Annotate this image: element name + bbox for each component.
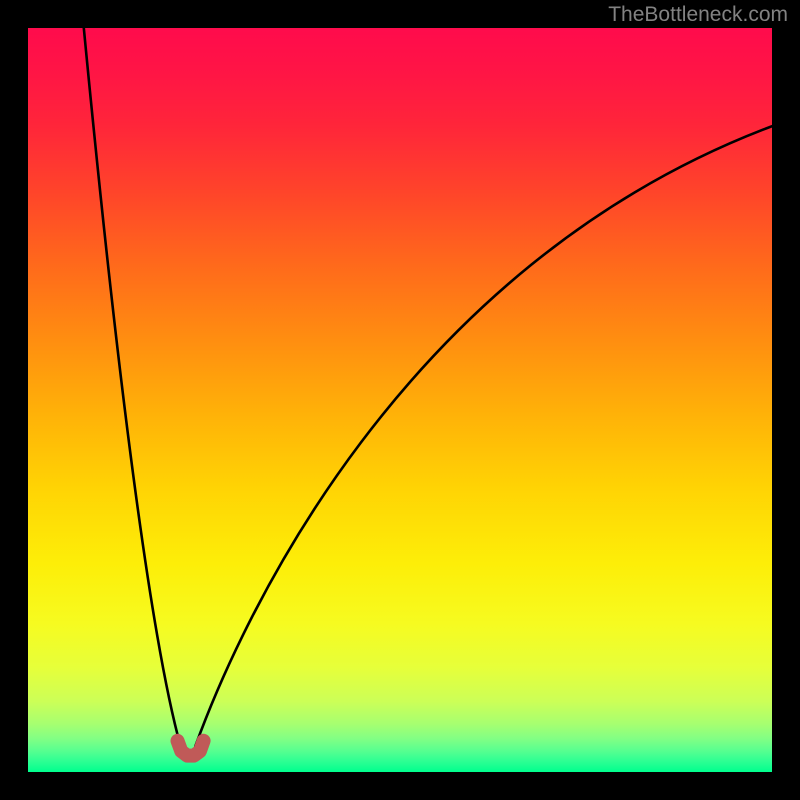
watermark-text: TheBottleneck.com	[608, 3, 788, 27]
plot-svg	[28, 28, 772, 772]
gradient-background	[28, 28, 772, 772]
plot-area	[28, 28, 772, 772]
